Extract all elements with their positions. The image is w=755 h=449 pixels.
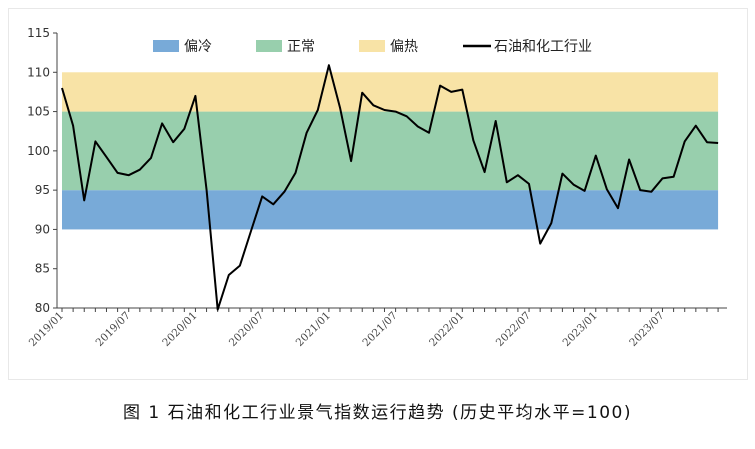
x-tick-label: 2021/07 — [360, 310, 399, 349]
y-tick-label: 115 — [27, 26, 50, 40]
band-layer — [62, 72, 719, 230]
y-tick-label: 90 — [35, 222, 50, 236]
band-hot — [62, 72, 719, 112]
x-tick-label: 2022/07 — [494, 310, 533, 349]
band-cold — [62, 190, 719, 230]
axes-layer — [56, 33, 727, 309]
figure-caption: 图 1 石油和化工行业景气指数运行趋势 (历史平均水平=100) — [123, 403, 632, 423]
y-tick-label: 105 — [27, 105, 50, 119]
legend-swatch-normal — [256, 40, 282, 52]
x-tick-label: 2019/07 — [94, 310, 133, 349]
x-tick-label: 2022/01 — [427, 310, 466, 349]
line-chart: 80 85 90 95 100 105 110 115 2019/01 2019/07 2020/0… — [27, 26, 727, 349]
series-line — [61, 64, 719, 311]
legend-swatch-cold — [153, 40, 179, 52]
x-tick-label: 2019/01 — [27, 310, 66, 349]
legend-label-normal: 正常 — [287, 39, 315, 55]
band-normal — [62, 111, 719, 191]
y-tick-label: 95 — [35, 183, 50, 197]
y-tick-label: 80 — [35, 301, 50, 315]
x-tick-label: 2020/07 — [227, 310, 266, 349]
x-tick-label: 2020/01 — [160, 310, 199, 349]
chart-frame — [8, 8, 748, 380]
series-layer — [61, 64, 719, 311]
legend-label-series: 石油和化工行业 — [494, 39, 592, 55]
y-tick-label: 85 — [35, 262, 50, 276]
legend-label-cold: 偏冷 — [184, 39, 212, 55]
y-tick-label: 110 — [27, 65, 50, 79]
legend: 偏冷 正常 偏热 石油和化工行业 — [153, 39, 592, 55]
x-tick-label: 2023/01 — [561, 310, 600, 349]
legend-label-hot: 偏热 — [390, 39, 418, 55]
legend-swatch-hot — [359, 40, 385, 52]
y-tick-label: 100 — [27, 144, 50, 158]
x-tick-label: 2023/07 — [627, 310, 666, 349]
x-tick-label: 2021/01 — [294, 310, 333, 349]
